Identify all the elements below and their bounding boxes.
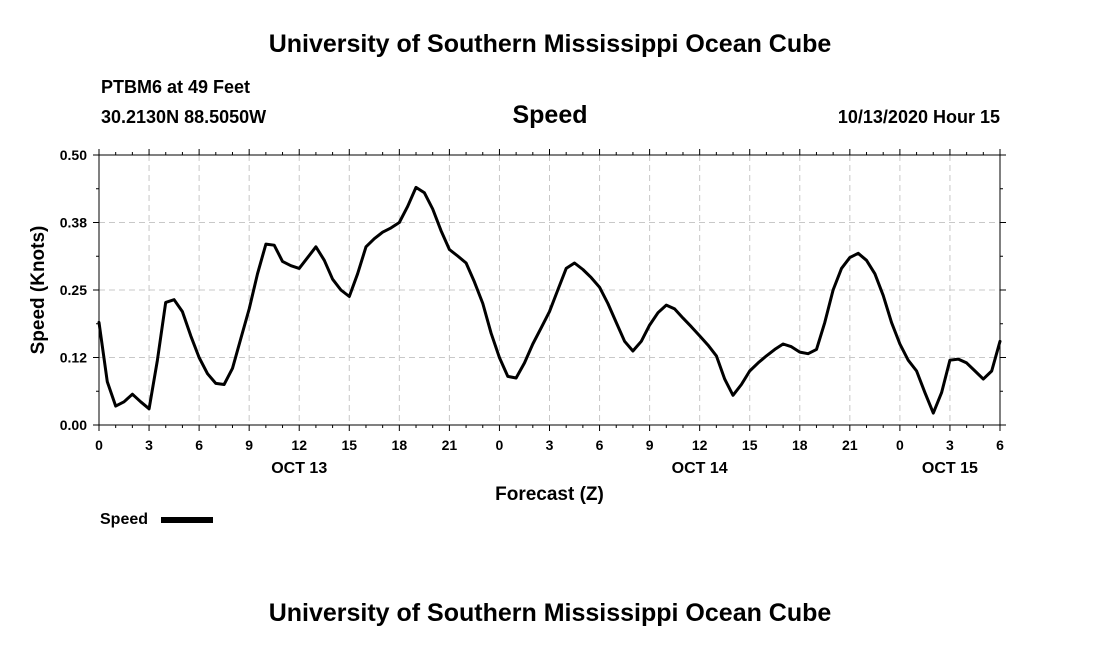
x-tick-label: 3	[546, 437, 554, 453]
forecast-datetime: 10/13/2020 Hour 15	[837, 107, 1000, 127]
x-tick-label: 12	[291, 437, 307, 453]
chart-title: Speed	[512, 101, 588, 129]
footer-title: University of Southern Mississippi Ocean…	[268, 599, 832, 627]
x-tick-label: 9	[245, 437, 253, 453]
x-tick-label: 0	[496, 437, 504, 453]
x-tick-label: 6	[996, 437, 1004, 453]
series-layer	[97, 185, 1002, 415]
legend: Speed	[100, 511, 213, 528]
coordinates-label: 30.2130N 88.5050W	[101, 107, 267, 127]
x-tick-label: 6	[195, 437, 203, 453]
x-tick-label: 6	[596, 437, 604, 453]
y-tick-label: 0.50	[60, 147, 87, 163]
x-tick-label: 21	[442, 437, 458, 453]
axes	[93, 149, 1006, 431]
y-axis-label: Speed (Knots)	[28, 226, 49, 355]
x-tick-label: 15	[742, 437, 758, 453]
x-tick-label: 12	[692, 437, 708, 453]
date-label: OCT 14	[672, 460, 728, 477]
y-tick-label: 0.00	[60, 417, 87, 433]
date-label: OCT 13	[271, 460, 327, 477]
y-tick-label: 0.38	[60, 215, 87, 231]
axis-labels: 0 3 6 9 12 15 18 21 0 3 6 9 12 15 18 21 0 3 6 0.00 0.12 0.25 0…	[28, 147, 1004, 505]
x-tick-label: 15	[341, 437, 357, 453]
legend-swatch	[161, 517, 213, 523]
date-label: OCT 15	[922, 460, 978, 477]
x-tick-label: 3	[145, 437, 153, 453]
station-label: PTBM6 at 49 Feet	[101, 77, 251, 97]
x-axis-label: Forecast (Z)	[495, 484, 604, 505]
x-tick-label: 9	[646, 437, 654, 453]
page-title: University of Southern Mississippi Ocean…	[268, 30, 832, 58]
x-tick-label: 18	[792, 437, 808, 453]
y-tick-label: 0.12	[60, 350, 87, 366]
x-tick-label: 3	[946, 437, 954, 453]
grid-lines	[99, 155, 1000, 425]
x-tick-label: 18	[392, 437, 408, 453]
y-tick-label: 0.25	[60, 282, 87, 298]
x-tick-label: 21	[842, 437, 858, 453]
x-tick-label: 0	[896, 437, 904, 453]
series-line-speed	[97, 185, 1002, 415]
legend-label: Speed	[100, 511, 148, 528]
x-tick-label: 0	[95, 437, 103, 453]
